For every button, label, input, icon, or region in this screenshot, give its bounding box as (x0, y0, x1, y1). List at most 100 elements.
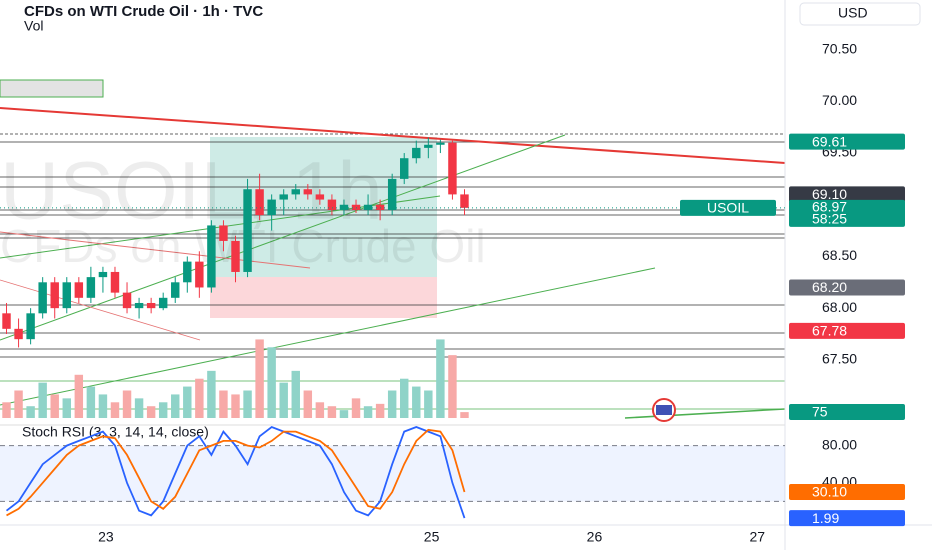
volume-bar (243, 390, 252, 418)
price-label: 68.20 (812, 279, 847, 295)
volume-bar (351, 398, 361, 418)
candle-body (339, 204, 349, 210)
candle-body (26, 313, 35, 340)
volume-bar (86, 386, 96, 418)
stoch-line (6, 428, 466, 517)
volume-bar (2, 402, 11, 418)
candle-body (460, 194, 469, 208)
candle-body (219, 225, 228, 241)
candle-body (327, 199, 337, 210)
trend-line (0, 267, 656, 406)
candle-body (387, 178, 397, 210)
volume-bar (183, 386, 192, 418)
volume-bar (460, 412, 469, 418)
price-label-box (789, 133, 905, 150)
volume-bar (375, 403, 385, 418)
trend-line (624, 408, 786, 419)
candle-body (2, 313, 11, 329)
indicator-title: Stoch RSI (3, 3, 14, 14, close) (22, 424, 209, 440)
candle-body (195, 261, 204, 288)
price-label: 69.10 (812, 186, 847, 202)
candle-body (400, 158, 409, 179)
currency: USD (838, 5, 868, 21)
volume-bar (436, 339, 445, 418)
candle-body (279, 194, 288, 200)
candle-body (351, 204, 361, 210)
volume-bar (400, 378, 409, 418)
price-label-box (789, 279, 905, 296)
volume-bar (195, 378, 204, 418)
stoch-label-box (789, 484, 905, 501)
candle-body (62, 282, 71, 309)
candle-body (38, 282, 47, 314)
candle-body (50, 282, 59, 309)
volume-bar (291, 370, 300, 418)
volume-bar (339, 410, 349, 418)
volume-bar (219, 390, 228, 418)
x-tick-label: 25 (424, 529, 440, 545)
volume-bar (158, 402, 168, 418)
volume-label: 75 (812, 404, 828, 420)
volume-bar (122, 390, 132, 418)
symbol-box (680, 199, 776, 216)
volume-title: Vol (24, 18, 43, 34)
volume-bar (62, 398, 71, 418)
current-price: 68.97 (812, 199, 847, 215)
price-label: 67.78 (812, 323, 847, 339)
candle-body (243, 189, 252, 272)
x-tick-label: 27 (750, 529, 766, 545)
stoch-label: 1.99 (812, 510, 839, 526)
candle-body (122, 292, 132, 309)
volume-bar (267, 347, 276, 418)
price-label: 69.61 (812, 133, 847, 149)
candle-body (171, 282, 180, 298)
candle-body (134, 302, 144, 309)
price-label-box (789, 186, 905, 203)
candle-body (86, 277, 96, 298)
candle-body (424, 144, 433, 148)
candle-body (303, 189, 313, 195)
volume-bar (146, 406, 156, 418)
y-tick-label: 68.50 (822, 247, 857, 263)
volume-bar (207, 370, 216, 418)
candle-body (448, 142, 457, 195)
trend-line (0, 134, 566, 341)
volume-bar (387, 390, 397, 418)
symbol-label: USOIL (707, 200, 749, 216)
candle-body (74, 282, 84, 298)
candle-body (183, 261, 192, 283)
currency-button[interactable] (799, 2, 921, 26)
candle-body (231, 240, 240, 272)
x-tick-label: 26 (587, 529, 603, 545)
y-tick-label: 67.50 (822, 351, 857, 367)
volume-bar (14, 390, 23, 418)
long-stop-box (210, 277, 437, 318)
volume-label-box (789, 404, 905, 420)
x-tick-label: 23 (98, 529, 114, 545)
candle-body (267, 199, 276, 216)
candle-body (291, 189, 300, 195)
y-tick-label: 70.50 (822, 40, 857, 56)
volume-bar (26, 406, 35, 418)
volume-bar (38, 382, 47, 418)
volume-bar (448, 355, 457, 418)
volume-bar (327, 406, 337, 418)
candle-body (98, 271, 108, 278)
volume-bar (171, 394, 180, 418)
candle-body (110, 271, 120, 293)
volume-bar (74, 374, 84, 418)
volume-bar (255, 339, 264, 418)
volume-bar (134, 398, 144, 418)
watermark: USOIL, 1h (0, 146, 383, 237)
trend-line (0, 231, 311, 269)
y-tick-label: 68.00 (822, 299, 857, 315)
y-tick-label: 80.00 (822, 436, 857, 452)
trend-line (0, 279, 201, 341)
candle-body (363, 204, 373, 210)
volume-bar (50, 394, 59, 418)
chart-title: CFDs on WTI Crude Oil · 1h · TVC (24, 3, 263, 20)
y-tick-label: 70.00 (822, 92, 857, 108)
volume-bar (110, 402, 120, 418)
volume-bar (279, 382, 288, 418)
